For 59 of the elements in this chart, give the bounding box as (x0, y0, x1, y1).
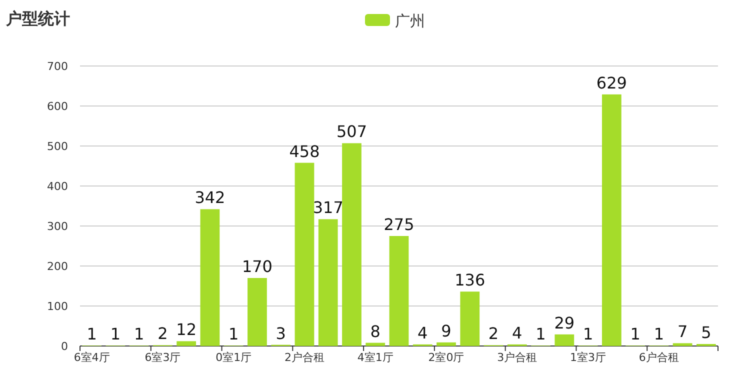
y-tick-label: 300 (47, 220, 68, 233)
data-label: 7 (677, 322, 688, 342)
data-label: 342 (194, 188, 226, 208)
bar (672, 343, 692, 346)
data-label: 136 (454, 270, 486, 290)
data-label: 507 (336, 122, 368, 142)
bar (602, 94, 622, 346)
data-label: 12 (176, 320, 197, 340)
x-tick-label: 0室1厅 (216, 351, 252, 364)
y-tick-label: 700 (47, 60, 68, 73)
x-tick-label: 4室1厅 (357, 351, 394, 364)
data-label: 2 (158, 324, 168, 344)
data-label: 1 (536, 324, 546, 344)
data-label: 8 (370, 322, 380, 341)
bar (460, 292, 480, 346)
x-tick-label: 6户合租 (638, 351, 679, 364)
data-label: 1 (228, 324, 239, 344)
data-label: 170 (242, 257, 272, 276)
y-tick-label: 500 (47, 140, 68, 153)
bar (342, 143, 362, 346)
legend-label: 广州 (395, 12, 425, 30)
data-label: 5 (701, 323, 712, 342)
data-label: 458 (289, 142, 320, 161)
data-label: 29 (554, 313, 575, 332)
data-label: 9 (441, 321, 452, 340)
y-tick-label: 600 (47, 100, 68, 113)
x-tick-label: 3户合租 (497, 351, 538, 364)
data-label: 1 (134, 324, 144, 344)
bar (366, 342, 386, 346)
bar (318, 219, 338, 346)
y-tick-label: 200 (47, 260, 68, 273)
data-label: 2 (488, 324, 499, 344)
data-label: 1 (654, 324, 664, 344)
x-tick-label: 2室0厅 (428, 351, 464, 364)
bar (248, 278, 267, 346)
data-label: 317 (312, 198, 344, 218)
data-label: 3 (276, 324, 286, 343)
data-label: 629 (596, 73, 627, 92)
bar (389, 236, 409, 346)
data-label: 1 (582, 324, 594, 344)
y-tick-label: 0 (61, 340, 68, 353)
bar (200, 209, 220, 346)
data-label: 4 (418, 323, 428, 342)
chart-title: 户型统计 (5, 9, 70, 28)
data-label: 4 (512, 323, 522, 342)
x-tick-label: 2户合租 (284, 351, 324, 364)
data-label: 275 (384, 215, 414, 234)
x-tick-label: 6室3厅 (144, 351, 181, 364)
data-label: 1 (110, 324, 121, 344)
bar (176, 341, 196, 346)
x-tick-label: 1室3厅 (570, 351, 606, 364)
bar (554, 334, 574, 346)
bar (436, 342, 456, 346)
bar (294, 162, 314, 346)
y-tick-label: 100 (47, 300, 68, 313)
data-label: 1 (86, 324, 97, 344)
data-label: 1 (630, 324, 640, 344)
x-tick-label: 6室4厅 (74, 351, 110, 364)
y-tick-label: 400 (47, 180, 68, 193)
